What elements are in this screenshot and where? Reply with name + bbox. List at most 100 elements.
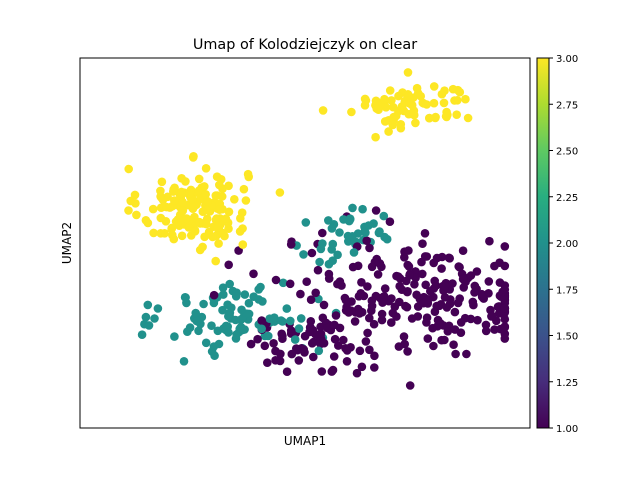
scatter-point xyxy=(257,316,267,325)
scatter-point xyxy=(271,356,280,365)
scatter-point xyxy=(276,349,285,359)
scatter-point xyxy=(411,118,420,128)
scatter-point xyxy=(124,164,133,174)
scatter-point xyxy=(373,270,383,279)
scatter-point xyxy=(360,94,370,104)
colorbar-tick-label: 3.00 xyxy=(556,54,578,65)
scatter-point xyxy=(369,319,379,329)
scatter-point xyxy=(417,257,426,267)
scatter-points xyxy=(124,68,510,390)
scatter-point xyxy=(484,289,493,298)
scatter-point xyxy=(394,272,403,281)
scatter-point xyxy=(227,303,236,313)
scatter-point xyxy=(429,82,439,91)
scatter-point xyxy=(208,232,217,242)
scatter-point xyxy=(264,331,273,341)
scatter-point xyxy=(451,349,460,359)
scatter-point xyxy=(500,285,510,294)
colorbar-tick-label: 1.25 xyxy=(556,378,578,389)
scatter-point xyxy=(324,269,334,279)
scatter-point xyxy=(178,206,188,215)
plot-frame xyxy=(79,57,531,429)
scatter-point xyxy=(200,182,209,191)
scatter-point xyxy=(306,295,316,305)
scatter-point xyxy=(485,236,494,246)
scatter-point xyxy=(371,206,381,215)
scatter-point xyxy=(203,196,212,206)
scatter-point xyxy=(470,288,479,297)
scatter-point xyxy=(253,334,262,344)
scatter-point xyxy=(403,260,413,270)
scatter-point xyxy=(278,331,287,341)
scatter-point xyxy=(282,367,292,377)
scatter-point xyxy=(348,203,357,213)
scatter-point xyxy=(188,153,198,162)
scatter-point xyxy=(412,83,422,93)
scatter-point xyxy=(144,321,154,330)
scatter-point xyxy=(380,284,390,293)
scatter-point xyxy=(426,286,435,296)
scatter-point xyxy=(481,320,491,330)
scatter-point xyxy=(296,314,306,323)
scatter-point xyxy=(396,120,406,129)
scatter-point xyxy=(357,362,367,372)
scatter-point xyxy=(500,242,510,251)
scatter-point xyxy=(278,278,288,288)
scatter-point xyxy=(458,274,468,284)
scatter-point xyxy=(380,117,390,126)
scatter-point xyxy=(301,218,311,227)
scatter-point xyxy=(394,91,403,101)
scatter-point xyxy=(490,261,499,271)
scatter-point xyxy=(395,297,404,307)
scatter-point xyxy=(362,236,372,245)
scatter-point xyxy=(342,357,352,366)
scatter-point xyxy=(330,320,339,330)
scatter-point xyxy=(399,332,409,341)
scatter-point xyxy=(454,262,464,271)
scatter-point xyxy=(462,349,471,359)
scatter-point xyxy=(432,253,442,263)
scatter-point xyxy=(341,295,351,305)
scatter-point xyxy=(210,351,219,361)
colorbar-tick-label: 2.25 xyxy=(556,193,578,204)
scatter-point xyxy=(130,190,140,200)
scatter-point xyxy=(188,203,197,212)
scatter-point xyxy=(179,357,189,366)
scatter-point xyxy=(269,339,278,348)
scatter-point xyxy=(191,308,200,318)
scatter-point xyxy=(231,292,241,301)
scatter-point xyxy=(276,316,286,325)
scatter-point xyxy=(363,282,372,291)
scatter-point xyxy=(219,290,228,299)
scatter-point xyxy=(387,318,396,327)
scatter-point xyxy=(429,98,439,108)
scatter-point xyxy=(333,250,342,260)
scatter-point xyxy=(190,227,200,236)
scatter-point xyxy=(243,169,253,179)
scatter-point xyxy=(487,311,497,321)
y-axis-label: UMAP2 xyxy=(60,222,74,264)
scatter-point xyxy=(150,314,159,323)
scatter-point xyxy=(236,214,245,223)
scatter-point xyxy=(403,92,413,101)
scatter-point xyxy=(202,219,211,229)
scatter-point xyxy=(402,302,412,312)
scatter-point xyxy=(224,181,233,191)
scatter-point xyxy=(405,381,415,390)
scatter-point xyxy=(403,68,413,77)
scatter-point xyxy=(156,213,166,223)
scatter-point xyxy=(409,110,419,120)
scatter-point xyxy=(358,204,367,214)
scatter-point xyxy=(455,87,465,97)
scatter-point xyxy=(448,84,458,94)
colorbar-tick-label: 2.50 xyxy=(556,147,578,158)
scatter-point xyxy=(342,346,352,355)
colorbar-tick-label: 2.00 xyxy=(556,239,578,250)
scatter-point xyxy=(380,94,389,104)
scatter-point xyxy=(345,215,355,224)
scatter-point xyxy=(327,367,337,376)
scatter-point xyxy=(421,280,431,290)
scatter-point xyxy=(500,323,510,332)
colorbar-tick-label: 1.75 xyxy=(556,285,578,296)
scatter-point xyxy=(500,314,510,324)
